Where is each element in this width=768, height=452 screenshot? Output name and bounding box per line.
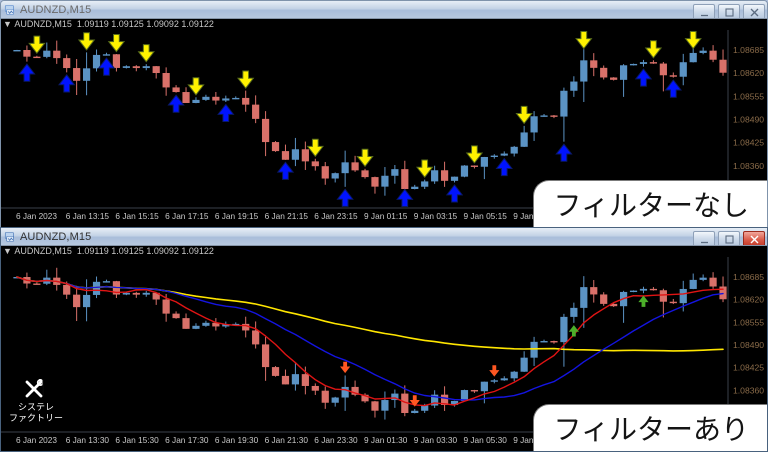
svg-text:9 Jan 03:30: 9 Jan 03:30 xyxy=(414,435,458,445)
svg-text:6 Jan 19:15: 6 Jan 19:15 xyxy=(215,211,259,221)
svg-text:6 Jan 2023: 6 Jan 2023 xyxy=(16,211,57,221)
svg-text:9 Jan 01:30: 9 Jan 01:30 xyxy=(364,435,408,445)
svg-text:1.08555: 1.08555 xyxy=(733,317,764,327)
svg-text:6 Jan 21:30: 6 Jan 21:30 xyxy=(265,435,309,445)
svg-text:1.08360: 1.08360 xyxy=(733,385,764,395)
svg-text:1.08490: 1.08490 xyxy=(733,115,764,125)
svg-text:6 Jan 15:30: 6 Jan 15:30 xyxy=(115,435,159,445)
svg-text:9 Jan 03:15: 9 Jan 03:15 xyxy=(414,211,458,221)
svg-text:1.08555: 1.08555 xyxy=(733,91,764,101)
svg-text:1.08620: 1.08620 xyxy=(733,295,764,305)
svg-text:1.08685: 1.08685 xyxy=(733,45,764,55)
svg-text:6 Jan 13:15: 6 Jan 13:15 xyxy=(66,211,110,221)
svg-text:9 Jan 01:15: 9 Jan 01:15 xyxy=(364,211,408,221)
svg-text:1.08425: 1.08425 xyxy=(733,363,764,373)
svg-text:6 Jan 17:30: 6 Jan 17:30 xyxy=(165,435,209,445)
svg-text:6 Jan 13:30: 6 Jan 13:30 xyxy=(66,435,110,445)
svg-text:6 Jan 21:15: 6 Jan 21:15 xyxy=(265,211,309,221)
svg-text:1.08620: 1.08620 xyxy=(733,68,764,78)
svg-text:6 Jan 19:30: 6 Jan 19:30 xyxy=(215,435,259,445)
svg-text:6 Jan 15:15: 6 Jan 15:15 xyxy=(115,211,159,221)
svg-text:9 Jan 05:30: 9 Jan 05:30 xyxy=(463,435,507,445)
svg-text:9 Jan 05:15: 9 Jan 05:15 xyxy=(463,211,507,221)
svg-text:6 Jan 2023: 6 Jan 2023 xyxy=(16,435,57,445)
svg-text:6 Jan 17:15: 6 Jan 17:15 xyxy=(165,211,209,221)
svg-text:1.08425: 1.08425 xyxy=(733,138,764,148)
svg-text:1.08360: 1.08360 xyxy=(733,161,764,171)
svg-text:1.08685: 1.08685 xyxy=(733,272,764,282)
svg-text:1.08490: 1.08490 xyxy=(733,340,764,350)
svg-text:6 Jan 23:15: 6 Jan 23:15 xyxy=(314,211,358,221)
svg-text:6 Jan 23:30: 6 Jan 23:30 xyxy=(314,435,358,445)
